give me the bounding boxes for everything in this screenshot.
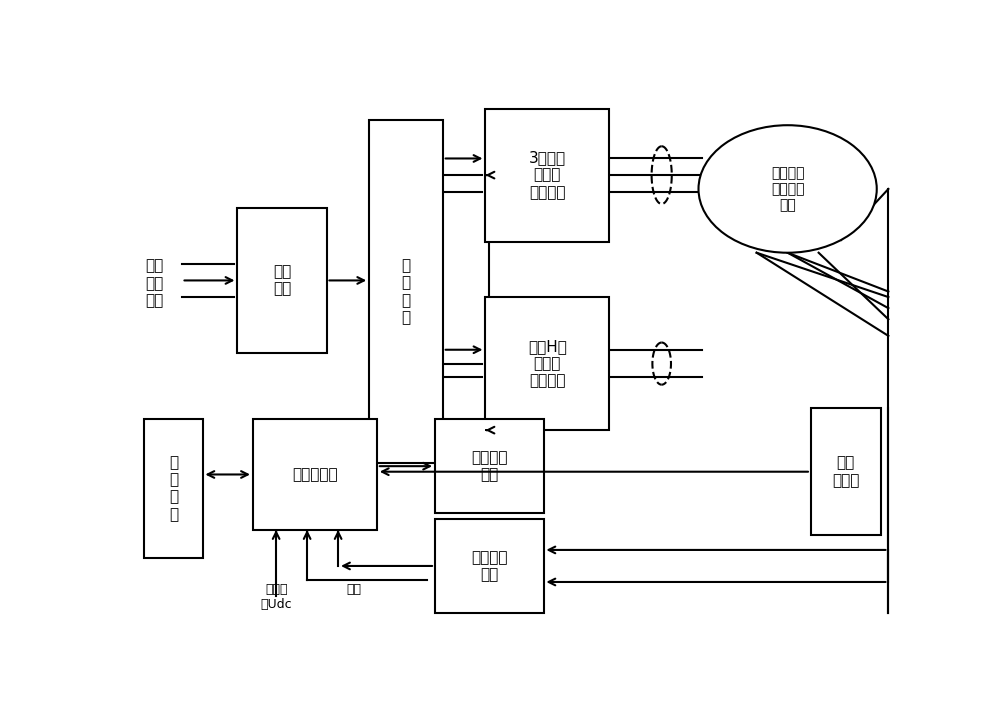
Text: 隔离驱动
电路: 隔离驱动 电路 [471,450,508,482]
Text: 母线电
压Udc: 母线电 压Udc [260,582,292,611]
Bar [485,297,609,430]
Bar [435,519,544,613]
Circle shape [698,125,877,253]
Text: 整流
电路: 整流 电路 [273,264,291,297]
Text: 三相
交流
供电: 三相 交流 供电 [145,258,164,308]
Text: 人
机
接
口: 人 机 接 口 [169,455,178,522]
Text: 位置
传感器: 位置 传感器 [832,456,859,488]
Text: 中央控制器: 中央控制器 [292,467,338,482]
Bar [811,408,881,536]
Text: 3相全桥
逆变器
（主发）: 3相全桥 逆变器 （主发） [529,150,566,200]
Bar [144,419,202,557]
Text: 电流采集
电路: 电流采集 电路 [471,550,508,582]
Text: 滤
波
电
路: 滤 波 电 路 [401,258,411,325]
Bar [435,419,544,513]
Bar [253,419,377,530]
Bar [237,208,326,353]
Text: 转速: 转速 [346,582,361,595]
Bar [485,109,609,242]
Bar [369,120,443,464]
Text: 三级电励
磁式同步
电机: 三级电励 磁式同步 电机 [771,166,804,212]
Text: 单相H桥
逆变器
（励磁）: 单相H桥 逆变器 （励磁） [528,338,567,389]
